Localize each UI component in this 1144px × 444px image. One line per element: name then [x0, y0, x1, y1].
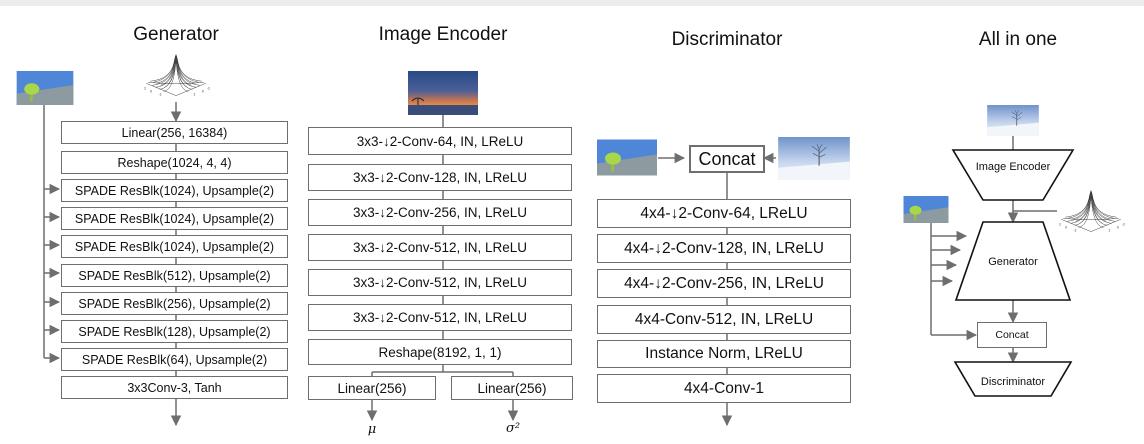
- dis-concat: Concat: [689, 145, 765, 173]
- snowy-tree-photo-icon: [777, 137, 851, 180]
- dis-layer-norm: Instance Norm, LReLU: [597, 340, 851, 368]
- gen-layer-linear: Linear(256, 16384): [61, 121, 288, 144]
- all-in-one-title: All in one: [978, 29, 1058, 50]
- dis-layer-out: 4x4-Conv-1: [597, 374, 851, 403]
- aio-discriminator-shape: [953, 361, 1073, 397]
- encoder-title: Image Encoder: [378, 24, 508, 45]
- gen-layer-spade-7: SPADE ResBlk(64), Upsample(2): [61, 348, 288, 371]
- dis-layer-2: 4x4-↓2-Conv-128, IN, LReLU: [597, 234, 851, 263]
- enc-layer-5: 3x3-↓2-Conv-512, IN, LReLU: [308, 269, 572, 296]
- segmentation-map-icon: [15, 71, 75, 105]
- gen-layer-spade-3: SPADE ResBlk(1024), Upsample(2): [61, 235, 288, 258]
- sigma-squared-symbol: σ²: [505, 421, 521, 436]
- enc-layer-2: 3x3-↓2-Conv-128, IN, LReLU: [308, 164, 572, 191]
- aio-concat: Concat: [977, 322, 1047, 348]
- aio-generator-label: Generator: [988, 256, 1038, 268]
- aio-generator-shape: [954, 221, 1072, 301]
- aio-encoder-shape: [951, 149, 1075, 201]
- enc-layer-reshape: Reshape(8192, 1, 1): [308, 339, 572, 365]
- aio-discriminator-label: Discriminator: [980, 376, 1046, 388]
- enc-head-sigma: Linear(256): [451, 376, 573, 400]
- gen-layer-conv-tanh: 3x3Conv-3, Tanh: [61, 376, 288, 399]
- gaussian-surface-plot-icon: [1055, 170, 1127, 250]
- mu-symbol: μ: [367, 422, 377, 437]
- enc-layer-1: 3x3-↓2-Conv-64, IN, LReLU: [308, 127, 572, 155]
- segmentation-map-icon: [901, 196, 951, 223]
- generator-title: Generator: [133, 24, 219, 45]
- discriminator-title: Discriminator: [671, 29, 783, 50]
- enc-layer-6: 3x3-↓2-Conv-512, IN, LReLU: [308, 304, 572, 331]
- dis-layer-4: 4x4-Conv-512, IN, LReLU: [597, 305, 851, 334]
- aio-encoder-label: Image Encoder: [975, 161, 1051, 173]
- segmentation-map-icon: [597, 139, 657, 176]
- window-top-strip: [0, 0, 1144, 6]
- gen-layer-spade-5: SPADE ResBlk(256), Upsample(2): [61, 292, 288, 315]
- enc-head-mu: Linear(256): [308, 376, 436, 400]
- gaussian-surface-plot-icon: [140, 44, 212, 104]
- gen-layer-spade-1: SPADE ResBlk(1024), Upsample(2): [61, 179, 288, 202]
- dis-layer-1: 4x4-↓2-Conv-64, LReLU: [597, 199, 851, 228]
- gen-layer-reshape: Reshape(1024, 4, 4): [61, 151, 288, 174]
- sunset-photo-icon: [405, 71, 481, 115]
- snowy-tree-photo-icon: [985, 105, 1041, 136]
- gen-layer-spade-2: SPADE ResBlk(1024), Upsample(2): [61, 207, 288, 230]
- gen-layer-spade-6: SPADE ResBlk(128), Upsample(2): [61, 320, 288, 343]
- enc-layer-4: 3x3-↓2-Conv-512, IN, LReLU: [308, 234, 572, 261]
- dis-layer-3: 4x4-↓2-Conv-256, IN, LReLU: [597, 269, 851, 298]
- enc-layer-3: 3x3-↓2-Conv-256, IN, LReLU: [308, 199, 572, 226]
- gen-layer-spade-4: SPADE ResBlk(512), Upsample(2): [61, 264, 288, 287]
